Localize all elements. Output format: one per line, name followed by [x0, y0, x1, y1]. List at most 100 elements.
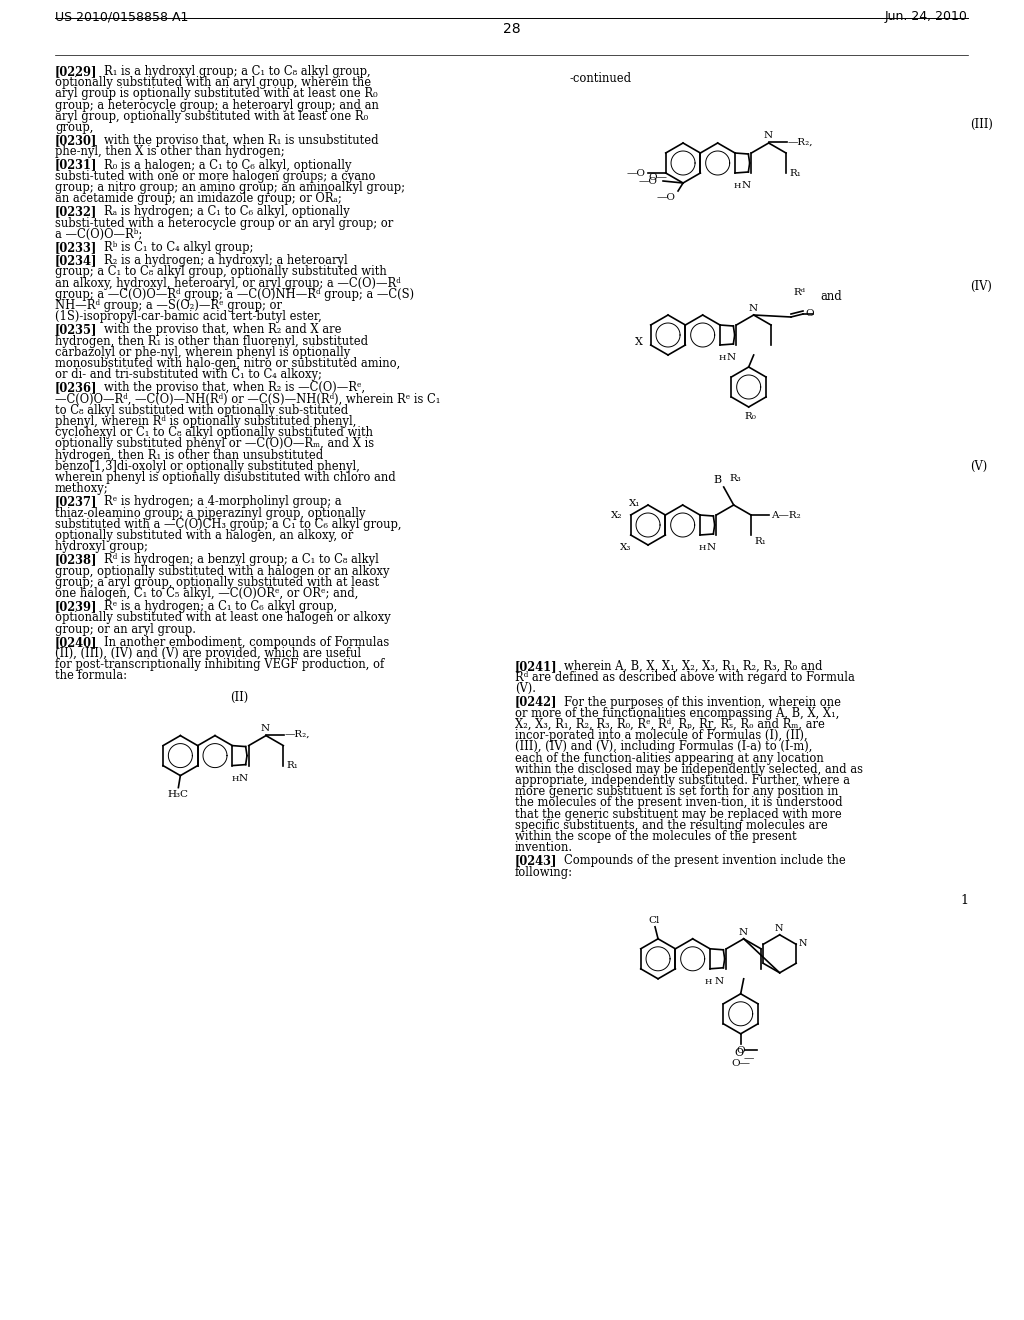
Text: optionally substituted with an aryl group, wherein the: optionally substituted with an aryl grou… — [55, 77, 371, 90]
Text: phe‐nyl, then X is other than hydrogen;: phe‐nyl, then X is other than hydrogen; — [55, 145, 285, 158]
Text: R₂ is a hydrogen; a hydroxyl; a heteroaryl: R₂ is a hydrogen; a hydroxyl; a heteroar… — [103, 255, 347, 267]
Text: incor‐porated into a molecule of Formulas (I), (II),: incor‐porated into a molecule of Formula… — [515, 729, 808, 742]
Text: N: N — [749, 304, 757, 313]
Text: group; a C₁ to C₈ alkyl group, optionally substituted with: group; a C₁ to C₈ alkyl group, optionall… — [55, 265, 387, 279]
Text: N: N — [763, 131, 772, 140]
Text: [0232]: [0232] — [55, 206, 97, 218]
Text: N: N — [741, 181, 751, 190]
Text: substi‐tuted with a heterocycle group or an aryl group; or: substi‐tuted with a heterocycle group or… — [55, 216, 393, 230]
Text: an acetamide group; an imidazole group; or ORₐ;: an acetamide group; an imidazole group; … — [55, 193, 342, 205]
Text: X₂, X₃, R₁, R₂, R₃, R₀, Rᵉ, Rᵈ, Rₚ, Rṟ, Rₛ, Rₒ and Rₘ, are: X₂, X₃, R₁, R₂, R₃, R₀, Rᵉ, Rᵈ, Rₚ, Rṟ, … — [515, 718, 825, 731]
Text: [0234]: [0234] — [55, 255, 97, 267]
Text: R₃: R₃ — [730, 474, 741, 483]
Text: Rᵈ: Rᵈ — [793, 288, 805, 297]
Text: within the disclosed may be independently selected, and as: within the disclosed may be independentl… — [515, 763, 863, 776]
Text: wherein phenyl is optionally disubstituted with chloro and: wherein phenyl is optionally disubstitut… — [55, 471, 395, 484]
Text: [0243]: [0243] — [515, 854, 557, 867]
Text: [0229]: [0229] — [55, 65, 97, 78]
Text: —C(O)O—Rᵈ, —C(O)—NH(Rᵈ) or —C(S)—NH(Rᵈ), wherein Rᵉ is C₁: —C(O)O—Rᵈ, —C(O)—NH(Rᵈ) or —C(S)—NH(Rᵈ),… — [55, 392, 440, 405]
Text: methoxy;: methoxy; — [55, 482, 109, 495]
Text: R₁: R₁ — [790, 169, 801, 177]
Text: R₁: R₁ — [754, 537, 766, 546]
Text: within the scope of the molecules of the present: within the scope of the molecules of the… — [515, 830, 797, 843]
Text: Rᵈ is hydrogen; a benzyl group; a C₁ to C₈ alkyl: Rᵈ is hydrogen; a benzyl group; a C₁ to … — [103, 553, 379, 566]
Text: Compounds of the present invention include the: Compounds of the present invention inclu… — [563, 854, 845, 867]
Text: R₁ is a hydroxyl group; a C₁ to C₈ alkyl group,: R₁ is a hydroxyl group; a C₁ to C₈ alkyl… — [103, 65, 370, 78]
Text: H: H — [705, 978, 713, 986]
Text: -continued: -continued — [570, 73, 632, 84]
Text: O: O — [736, 1045, 745, 1055]
Text: For the purposes of this invention, wherein one: For the purposes of this invention, wher… — [563, 696, 841, 709]
Text: (II): (II) — [230, 690, 248, 704]
Text: [0241]: [0241] — [515, 660, 558, 673]
Text: H: H — [699, 544, 707, 552]
Text: NH—Rᵈ group; a —S(O₂)—Rᵉ group; or: NH—Rᵈ group; a —S(O₂)—Rᵉ group; or — [55, 300, 282, 312]
Text: group; a heterocycle group; a heteroaryl group; and an: group; a heterocycle group; a heteroaryl… — [55, 99, 379, 112]
Text: R₀: R₀ — [744, 412, 757, 421]
Text: hydrogen, then R₁ is other than fluorenyl, substituted: hydrogen, then R₁ is other than fluoreny… — [55, 334, 368, 347]
Text: Rᵈ are defined as described above with regard to Formula: Rᵈ are defined as described above with r… — [515, 671, 855, 684]
Text: group, optionally substituted with a halogen or an alkoxy: group, optionally substituted with a hal… — [55, 565, 389, 578]
Text: (IV): (IV) — [970, 280, 992, 293]
Text: (II), (III), (IV) and (V) are provided, which are useful: (II), (III), (IV) and (V) are provided, … — [55, 647, 361, 660]
Text: N: N — [738, 928, 748, 937]
Text: N: N — [798, 939, 807, 948]
Text: [0236]: [0236] — [55, 381, 97, 395]
Text: for post-transcriptionally inhibiting VEGF production, of: for post-transcriptionally inhibiting VE… — [55, 659, 384, 671]
Text: H₃C: H₃C — [168, 789, 188, 799]
Text: —O: —O — [639, 177, 658, 186]
Text: N: N — [774, 924, 783, 933]
Text: carbazolyl or phe‐nyl, wherein phenyl is optionally: carbazolyl or phe‐nyl, wherein phenyl is… — [55, 346, 350, 359]
Text: US 2010/0158858 A1: US 2010/0158858 A1 — [55, 11, 188, 22]
Text: aryl group, optionally substituted with at least one R₀: aryl group, optionally substituted with … — [55, 110, 368, 123]
Text: Jun. 24, 2010: Jun. 24, 2010 — [885, 11, 968, 22]
Text: with the proviso that, when R₂ and X are: with the proviso that, when R₂ and X are — [103, 323, 341, 337]
Text: the molecules of the present inven‐tion, it is understood: the molecules of the present inven‐tion,… — [515, 796, 843, 809]
Text: cyclohexyl or C₁ to C₈ alkyl optionally substituted with: cyclohexyl or C₁ to C₈ alkyl optionally … — [55, 426, 373, 440]
Text: [0233]: [0233] — [55, 242, 97, 253]
Text: the formula:: the formula: — [55, 669, 127, 682]
Text: monosubstituted with halo‐gen, nitro or substituted amino,: monosubstituted with halo‐gen, nitro or … — [55, 356, 400, 370]
Text: O: O — [805, 309, 814, 318]
Text: an alkoxy, hydroxyl, heteroaryl, or aryl group; a —C(O)—Rᵈ: an alkoxy, hydroxyl, heteroaryl, or aryl… — [55, 277, 400, 289]
Text: [0231]: [0231] — [55, 158, 97, 172]
Text: X₃: X₃ — [620, 543, 632, 552]
Text: (V).: (V). — [515, 682, 536, 696]
Text: In another embodiment, compounds of Formulas: In another embodiment, compounds of Form… — [103, 636, 389, 649]
Text: [0237]: [0237] — [55, 495, 97, 508]
Text: N: N — [726, 352, 735, 362]
Text: phenyl, wherein Rᵈ is optionally substituted phenyl,: phenyl, wherein Rᵈ is optionally substit… — [55, 414, 356, 428]
Text: [0235]: [0235] — [55, 323, 97, 337]
Text: H: H — [734, 182, 741, 190]
Text: to C₈ alkyl substituted with optionally sub‐stituted: to C₈ alkyl substituted with optionally … — [55, 404, 348, 417]
Text: —R₂,: —R₂, — [787, 137, 813, 147]
Text: appropriate, independently substituted. Further, where a: appropriate, independently substituted. … — [515, 774, 850, 787]
Text: Rᵇ is C₁ to C₄ alkyl group;: Rᵇ is C₁ to C₄ alkyl group; — [103, 242, 253, 253]
Text: N: N — [239, 774, 248, 783]
Text: hydrogen, then R₁ is other than unsubstituted: hydrogen, then R₁ is other than unsubsti… — [55, 449, 324, 462]
Text: Rᵉ is hydrogen; a 4-morpholinyl group; a: Rᵉ is hydrogen; a 4-morpholinyl group; a — [103, 495, 341, 508]
Text: substituted with a —C(O)CH₃ group; a C₁ to C₆ alkyl group,: substituted with a —C(O)CH₃ group; a C₁ … — [55, 517, 401, 531]
Text: H: H — [719, 354, 726, 362]
Text: [0242]: [0242] — [515, 696, 557, 709]
Text: group; a nitro group; an amino group; an aminoalkyl group;: group; a nitro group; an amino group; an… — [55, 181, 406, 194]
Text: O—: O— — [648, 173, 667, 182]
Text: each of the function‐alities appearing at any location: each of the function‐alities appearing a… — [515, 751, 823, 764]
Text: 28: 28 — [503, 22, 521, 36]
Text: with the proviso that, when R₁ is unsubstituted: with the proviso that, when R₁ is unsubs… — [103, 135, 378, 148]
Text: benzo[1,3]di‐oxolyl or optionally substituted phenyl,: benzo[1,3]di‐oxolyl or optionally substi… — [55, 459, 359, 473]
Text: Cl: Cl — [648, 916, 659, 925]
Text: a —C(O)O—Rᵇ;: a —C(O)O—Rᵇ; — [55, 228, 142, 240]
Text: N: N — [260, 723, 269, 733]
Text: optionally substituted with at least one halogen or alkoxy: optionally substituted with at least one… — [55, 611, 391, 624]
Text: H: H — [231, 775, 239, 783]
Text: X₁: X₁ — [629, 499, 640, 507]
Text: X₂: X₂ — [611, 511, 623, 520]
Text: aryl group is optionally substituted with at least one R₀: aryl group is optionally substituted wit… — [55, 87, 378, 100]
Text: (1S)-isopropyl-car‐bamic acid tert-butyl ester,: (1S)-isopropyl-car‐bamic acid tert-butyl… — [55, 310, 322, 323]
Text: [0238]: [0238] — [55, 553, 97, 566]
Text: (III): (III) — [970, 117, 993, 131]
Text: —O: —O — [657, 193, 676, 202]
Text: group; a aryl group, optionally substituted with at least: group; a aryl group, optionally substitu… — [55, 576, 379, 589]
Text: (V): (V) — [970, 459, 987, 473]
